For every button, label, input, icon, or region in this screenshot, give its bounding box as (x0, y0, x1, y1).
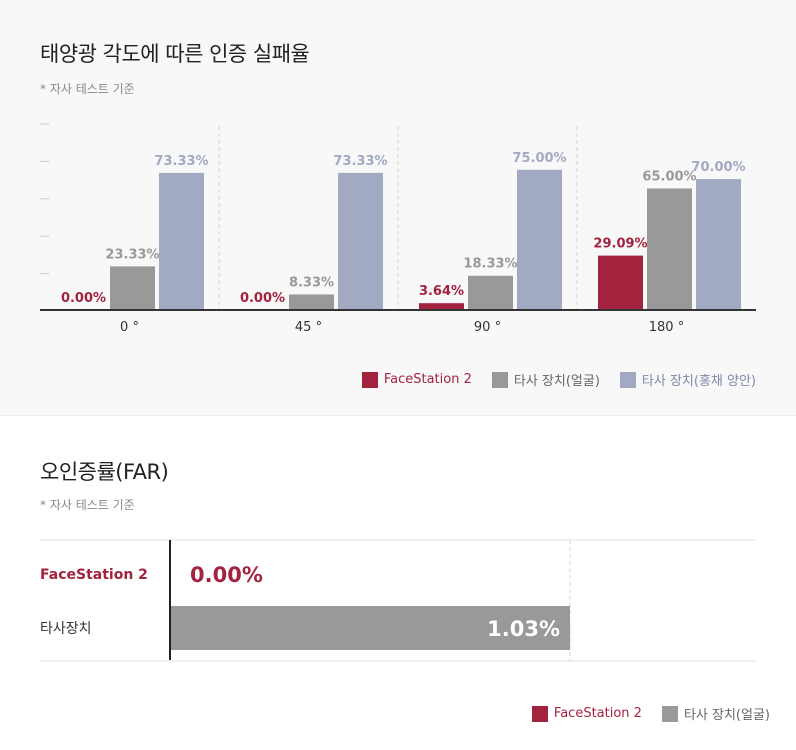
bar-value-label: 75.00% (512, 151, 566, 166)
legend-item: FaceStation 2 (361, 371, 472, 388)
bar-value-label: 70.00% (691, 160, 745, 175)
far-bar-chart: FaceStation 2 0.00% 타사장치 1.03% (40, 539, 756, 662)
sunlight-chart-legend: FaceStation 2 타사 장치(얼굴) 타사 장치(홍채 양안) (361, 370, 756, 389)
bar-value-label: 23.33% (105, 247, 159, 262)
x-tick-label: 180 ° (649, 320, 684, 335)
x-tick-label: 0 ° (120, 320, 139, 335)
legend-swatch (361, 371, 378, 388)
bar-value-label: 0.00% (61, 291, 106, 306)
x-tick-label: 45 ° (295, 320, 322, 335)
legend-item: 타사 장치(얼굴) (661, 704, 770, 723)
bar-value-label: 3.64% (419, 284, 464, 299)
bar-value-label: 8.33% (289, 275, 334, 290)
bar-value-label: 65.00% (642, 169, 696, 184)
legend-swatch (531, 705, 548, 722)
sunlight-bar-chart: 0.00% 23.33% 73.33% 0 ° 0.00% 8.33% 73.33% 45 °… (40, 123, 756, 335)
bar (419, 303, 464, 310)
bar-value-label: 73.33% (333, 154, 387, 169)
bar (696, 179, 741, 310)
category-label: FaceStation 2 (40, 567, 148, 583)
bar (289, 294, 334, 310)
legend-label: 타사 장치(홍채 양안) (641, 374, 756, 389)
bar (159, 172, 204, 310)
legend-item: 타사 장치(홍채 양안) (619, 370, 756, 389)
far-bar (171, 606, 570, 650)
sunlight-chart-note: * 자사 테스트 기준 (40, 82, 135, 96)
far-value-label: 0.00% (190, 563, 263, 587)
legend-label: FaceStation 2 (383, 372, 472, 387)
far-chart-panel: 오인증률(FAR) * 자사 테스트 기준 FaceStation 2 0.00%… (0, 416, 796, 750)
legend-swatch (619, 371, 636, 388)
legend-swatch (661, 705, 678, 722)
bar (110, 266, 155, 310)
legend-label: 타사 장치(얼굴) (513, 374, 600, 389)
far-chart-legend: FaceStation 2 타사 장치(얼굴) (531, 704, 770, 723)
category-label: 타사장치 (40, 621, 92, 637)
legend-swatch (491, 371, 508, 388)
far-value-label: 1.03% (487, 617, 560, 641)
bar (338, 172, 383, 310)
far-chart-note: * 자사 테스트 기준 (40, 498, 135, 512)
far-chart-title: 오인증률(FAR) (40, 460, 169, 484)
bar-value-label: 18.33% (463, 257, 517, 272)
sunlight-chart-panel: 태양광 각도에 따른 인증 실패율 * 자사 테스트 기준 0.00% 23.33… (0, 42, 796, 416)
legend-label: FaceStation 2 (553, 706, 642, 721)
bar (468, 275, 513, 310)
bar (598, 255, 643, 310)
x-tick-label: 90 ° (474, 320, 501, 335)
bar-value-label: 73.33% (154, 154, 208, 169)
bar-value-label: 0.00% (240, 291, 285, 306)
bar (517, 169, 562, 310)
bar (647, 188, 692, 310)
bar-value-label: 29.09% (593, 237, 647, 252)
legend-item: 타사 장치(얼굴) (491, 370, 600, 389)
legend-label: 타사 장치(얼굴) (683, 708, 770, 723)
sunlight-chart-title: 태양광 각도에 따른 인증 실패율 (40, 42, 310, 66)
legend-item: FaceStation 2 (531, 705, 642, 722)
